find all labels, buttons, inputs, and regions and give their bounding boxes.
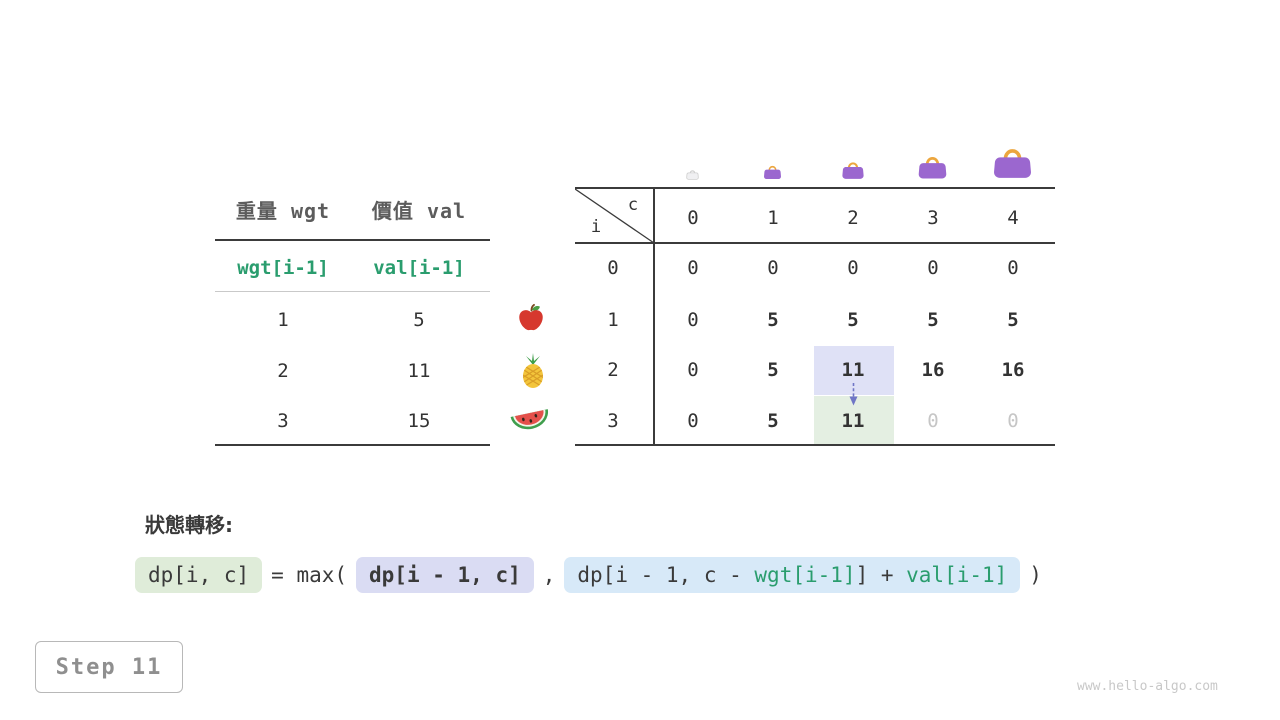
dp-cell-0-1: 0 [767,257,779,279]
dp-cell-0-0: 0 [687,257,699,279]
dp-cell-0-3: 0 [927,257,939,279]
dp-row-header: 2 [607,359,619,381]
dp-row-header: 3 [607,410,619,432]
dp-cell-1-4: 5 [1007,309,1019,331]
items-col-header-val: 價值 val [371,199,467,223]
bag-icon [764,165,781,180]
dp-cell-1-1: 5 [767,309,779,331]
transition-formula: dp[i, c] = max( dp[i - 1, c] , dp[i - 1,… [135,557,1042,593]
watermelon-icon [510,409,549,430]
dp-top-rule [575,187,1055,189]
dp-cell-1-2: 5 [847,309,859,331]
bag-icon [918,157,947,179]
empty-bag-icon [686,170,699,180]
take-wgt-term: wgt[i-1] [754,563,856,587]
dp-col-header: 3 [927,207,939,229]
dp-cell-3-1: 5 [767,410,779,432]
step-badge: Step 11 [35,641,183,693]
dp-corner-row-label: i [590,217,602,237]
corner-diagonal [575,189,655,244]
dp-cell-0-2: 0 [847,257,859,279]
dp-col-header: 4 [1007,207,1019,229]
dp-vertical-rule [653,187,655,446]
item-row-wgt: 1 [277,309,289,331]
bag-icon [994,149,1031,178]
dp-cell-3-0: 0 [687,410,699,432]
item-row-val: 5 [413,309,425,331]
step-badge-label: Step 11 [55,654,163,680]
formula-lhs-chip: dp[i, c] [135,557,263,593]
dp-cell-3-3: 0 [927,410,939,432]
bag-icon [842,162,864,179]
item-row-wgt: 2 [277,360,289,382]
dp-bottom-rule [575,444,1055,446]
items-bottom-rule [215,444,490,446]
highlight-source-cell [814,346,894,395]
transition-arrow-icon [849,383,858,406]
dp-cell-2-0: 0 [687,359,699,381]
items-col-header-wgt: 重量 wgt [235,199,331,223]
dp-header-rule [575,242,1055,244]
take-mid: ] + [855,563,907,587]
dp-col-header: 1 [767,207,779,229]
item-row-val: 15 [407,410,431,432]
dp-row-header: 1 [607,309,619,331]
dp-cell-3-4: 0 [1007,410,1019,432]
formula-comma: , [542,563,556,587]
items-expr-rule [215,291,490,292]
dp-cell-2-4: 16 [1001,359,1025,381]
apple-icon [519,303,543,331]
dp-cell-2-1: 5 [767,359,779,381]
items-header-rule [215,239,490,241]
dp-cell-0-4: 0 [1007,257,1019,279]
item-row-wgt: 3 [277,410,289,432]
dp-cell-1-0: 0 [687,309,699,331]
dp-cell-3-2: 11 [841,410,865,432]
dp-col-header: 2 [847,207,859,229]
items-val-expr: val[i-1] [373,257,465,279]
formula-operator: = max( [271,563,348,587]
dp-cell-1-3: 5 [927,309,939,331]
take-prefix: dp[i - 1, c - [577,563,755,587]
dp-cell-2-2: 11 [841,359,865,381]
dp-corner-col-label: c [627,195,639,215]
take-val-term: val[i-1] [906,563,1008,587]
dp-col-header: 0 [687,207,699,229]
dp-row-header: 0 [607,257,619,279]
pineapple-icon [523,353,543,388]
watermark: www.hello-algo.com [1077,679,1218,694]
items-wgt-expr: wgt[i-1] [237,257,329,279]
formula-close-paren: ) [1029,563,1042,587]
formula-keep-chip: dp[i - 1, c] [356,557,534,593]
formula-take-chip: dp[i - 1, c - wgt[i-1]] + val[i-1] [564,557,1021,593]
item-row-val: 11 [407,360,431,382]
transition-label: 狀態轉移: [145,513,233,537]
dp-cell-2-3: 16 [921,359,945,381]
